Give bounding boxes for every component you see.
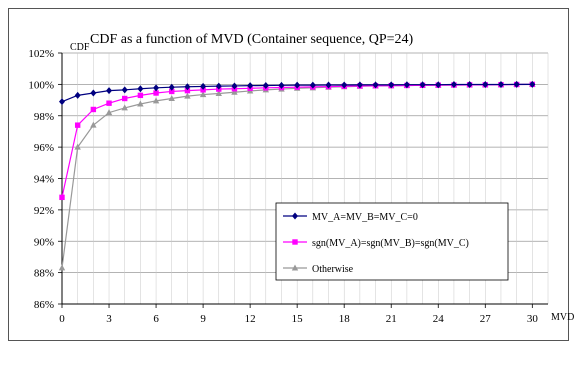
data-point [291, 264, 299, 271]
series-diamond [59, 80, 536, 106]
data-point [513, 80, 520, 88]
legend-label: sgn(MV_A)=sgn(MV_B)=sgn(MV_C) [312, 238, 469, 249]
data-point [59, 98, 65, 106]
data-point [90, 106, 97, 113]
legend-entry: MV_A=MV_B=MV_C=0 [283, 212, 418, 223]
data-point [169, 88, 175, 95]
data-point [450, 81, 457, 89]
data-point [292, 212, 298, 220]
data-point [482, 81, 489, 89]
y-tick-label: 100% [28, 79, 54, 91]
y-tick-label: 96% [34, 142, 54, 154]
legend-entry: sgn(MV_A)=sgn(MV_B)=sgn(MV_C) [283, 238, 469, 249]
x-tick-label: 30 [527, 313, 539, 325]
data-point [137, 92, 144, 99]
data-point [497, 81, 504, 89]
data-point [372, 81, 379, 89]
y-tick-label: 102% [28, 48, 54, 60]
y-axis-label: CDF [70, 42, 90, 53]
data-point [58, 264, 66, 271]
data-point [200, 82, 207, 90]
data-point [435, 81, 442, 89]
x-tick-label: 27 [480, 313, 492, 325]
series-layer [58, 80, 536, 271]
x-tick-label: 9 [200, 313, 206, 325]
data-point [262, 81, 269, 89]
x-tick-label: 18 [339, 313, 351, 325]
legend: MV_A=MV_B=MV_C=0 sgn(MV_A)=sgn(MV_B)=sgn(… [275, 202, 509, 281]
legend-box [275, 202, 509, 281]
data-point [184, 92, 191, 99]
data-point [59, 194, 65, 201]
data-point [325, 81, 332, 89]
data-point [215, 89, 222, 96]
data-point [153, 90, 159, 96]
data-point [74, 91, 81, 99]
data-point [137, 85, 144, 93]
legend-label: MV_A=MV_B=MV_C=0 [312, 212, 418, 223]
x-tick-label: 3 [106, 313, 112, 325]
data-point [153, 84, 160, 92]
chart-title: CDF as a function of MVD (Container sequ… [90, 32, 414, 47]
legend-label: Otherwise [312, 264, 354, 275]
data-point [388, 81, 395, 89]
data-point [292, 239, 298, 245]
data-point [90, 89, 97, 97]
tick-labels: 86% 88% 90% 92% 94% 96% 98% 100% 102% 0 3 6 9 12 15 18 2… [28, 48, 538, 325]
x-tick-label: 24 [433, 313, 445, 325]
data-point [74, 122, 81, 128]
data-point [137, 100, 144, 107]
data-point [529, 80, 536, 88]
x-tick-label: 0 [59, 313, 65, 325]
data-point [74, 143, 81, 150]
data-point [309, 81, 316, 89]
axes [58, 52, 548, 308]
data-point [247, 82, 254, 90]
data-point [168, 83, 175, 91]
y-tick-label: 90% [34, 236, 54, 248]
data-point [121, 104, 128, 111]
x-tick-label: 15 [292, 313, 304, 325]
data-point [105, 109, 113, 116]
data-point [184, 83, 191, 91]
data-point [122, 95, 128, 102]
data-point [106, 100, 112, 106]
data-point [215, 82, 222, 90]
y-tick-label: 94% [34, 174, 54, 186]
data-point [152, 97, 160, 104]
x-axis-label: MVD [551, 312, 574, 323]
y-tick-label: 98% [34, 111, 54, 123]
x-tick-label: 6 [153, 313, 159, 325]
data-point [356, 81, 363, 89]
data-point [403, 81, 410, 89]
x-tick-label: 21 [386, 313, 397, 325]
data-point [278, 81, 285, 89]
data-point [466, 81, 473, 89]
data-point [231, 82, 238, 90]
data-point [419, 81, 426, 89]
data-point [341, 81, 348, 89]
data-point [106, 87, 113, 95]
y-tick-label: 88% [34, 268, 54, 280]
data-point [90, 121, 97, 128]
y-tick-label: 92% [34, 205, 54, 217]
data-point [168, 94, 175, 101]
data-point [231, 88, 238, 95]
data-point [294, 81, 301, 89]
x-tick-label: 12 [245, 313, 256, 325]
data-point [199, 91, 207, 98]
legend-entry: Otherwise [283, 264, 354, 275]
y-tick-label: 86% [34, 299, 54, 311]
data-point [121, 86, 128, 94]
data-point [184, 87, 191, 94]
